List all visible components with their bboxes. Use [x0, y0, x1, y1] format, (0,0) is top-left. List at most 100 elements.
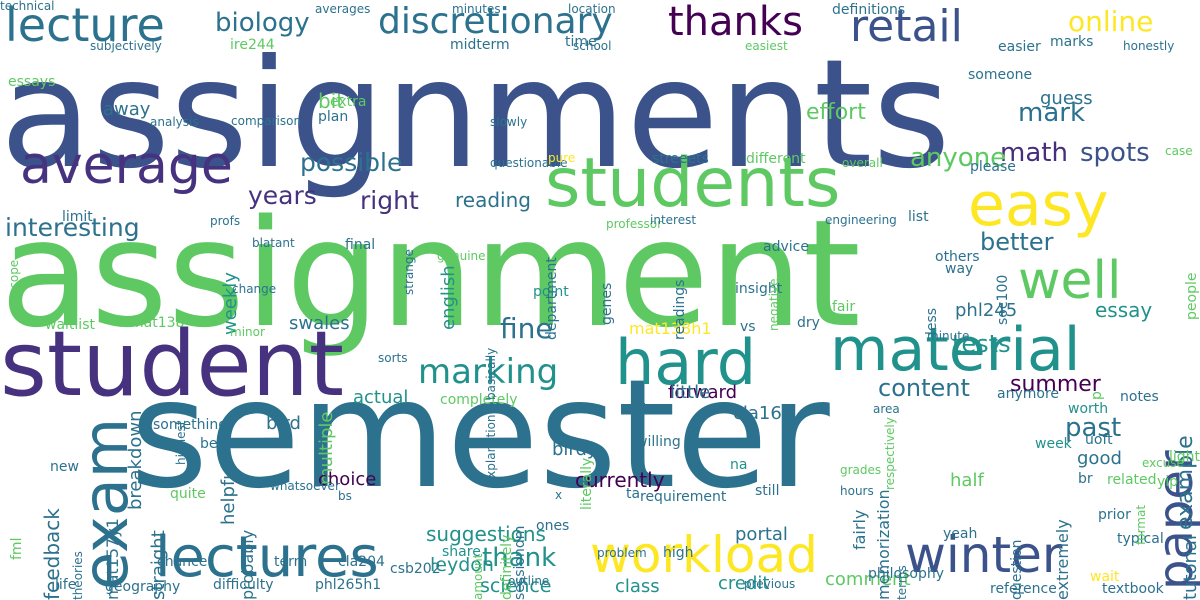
- cloud-word-streeets: streeets: [652, 151, 709, 167]
- cloud-word-fml: fml: [9, 537, 25, 560]
- cloud-word-professor: professor: [606, 217, 663, 231]
- cloud-word-geography: geography: [105, 579, 181, 595]
- cloud-word-people: people: [1184, 272, 1200, 320]
- cloud-word-readings: readings: [672, 279, 688, 340]
- cloud-word-helpful: helpful: [218, 463, 239, 525]
- cloud-word-hard: hard: [615, 326, 757, 399]
- cloud-word-minute: minute: [927, 329, 970, 343]
- cloud-word-technical: technical: [0, 0, 55, 13]
- cloud-word-tests: tests: [952, 330, 1011, 358]
- cloud-word-notes: notes: [1120, 389, 1159, 405]
- cloud-word-insight: insight: [735, 281, 783, 297]
- cloud-word-br: br: [1078, 471, 1093, 487]
- cloud-word-easiest: easiest: [745, 39, 788, 53]
- cloud-word-final: final: [345, 237, 376, 253]
- cloud-word-literally: literally: [579, 457, 595, 510]
- cloud-word-half: half: [950, 470, 984, 491]
- cloud-word-marks: marks: [1050, 34, 1094, 50]
- cloud-word-midterm: midterm: [450, 37, 510, 53]
- cloud-word-winter: winter: [905, 526, 1063, 584]
- cloud-word-share: share: [442, 544, 481, 560]
- cloud-word-extra: extra: [330, 94, 367, 110]
- cloud-word-typical: typical: [1117, 531, 1164, 547]
- cloud-word-willing: willing: [636, 434, 681, 450]
- cloud-word-portal: portal: [735, 524, 788, 545]
- cloud-word-textbook: textbook: [1102, 581, 1164, 597]
- cloud-word-birdy: birdy: [552, 439, 598, 460]
- cloud-word-easy: easy: [968, 170, 1109, 240]
- cloud-word-analysis: analysis: [150, 115, 199, 129]
- cloud-word-sessiondm: sessiondm: [512, 525, 528, 600]
- cloud-word-yip: yip: [1157, 474, 1179, 490]
- cloud-word-scope: scope: [7, 259, 21, 295]
- cloud-word-previous: previous: [744, 577, 796, 591]
- cloud-word-workload: workload: [590, 526, 818, 584]
- cloud-word-way: way: [945, 261, 974, 277]
- cloud-word-online: online: [1068, 5, 1154, 38]
- cloud-word-minutes: minutes: [452, 2, 501, 16]
- cloud-word-thanks: thanks: [668, 0, 803, 45]
- cloud-word-english: english: [438, 265, 459, 330]
- cloud-word-guess: guess: [1040, 88, 1093, 109]
- cloud-word-hours: hours: [840, 484, 874, 498]
- cloud-word-content: content: [878, 374, 970, 402]
- cloud-word-essays: essays: [8, 74, 56, 90]
- cloud-word-currently: currently: [575, 468, 665, 492]
- cloud-word-location: location: [568, 2, 616, 16]
- cloud-word-assignment: assignment: [0, 188, 861, 360]
- cloud-word-lecture: lecture: [5, 0, 165, 52]
- cloud-word-limit: limit: [62, 209, 93, 225]
- cloud-word-averages: averages: [315, 2, 371, 16]
- cloud-word-change: change: [232, 282, 277, 296]
- cloud-word-swales: swales: [289, 313, 350, 334]
- cloud-word-school: school: [573, 39, 612, 53]
- cloud-word-soc100: soc100: [995, 274, 1011, 325]
- cloud-word-others: others: [935, 249, 980, 265]
- cloud-word-actual: actual: [353, 387, 409, 408]
- cloud-word-vs: vs: [740, 319, 756, 335]
- cloud-word-definitely: definitely: [499, 534, 515, 600]
- cloud-word-bird: bird: [266, 413, 301, 434]
- cloud-word-new: new: [50, 459, 79, 475]
- cloud-word-assignments: assignments: [0, 28, 951, 202]
- cloud-word-csb202: csb202: [390, 561, 441, 577]
- cloud-word-tutorial: tutorial: [1180, 535, 1200, 600]
- cloud-word-case: case: [1165, 144, 1193, 158]
- cloud-word-high: high: [663, 545, 694, 561]
- cloud-word-memorization: memorization: [874, 489, 893, 600]
- cloud-word-bs: bs: [338, 489, 352, 503]
- cloud-word-overall: overall: [842, 156, 883, 170]
- cloud-word-completely: completely: [440, 392, 518, 408]
- cloud-word-minor: minor: [230, 325, 265, 339]
- cloud-word-respectively: respectively: [883, 417, 897, 490]
- cloud-word-cla160: cla160: [733, 403, 794, 424]
- cloud-word-lot: lot: [630, 401, 648, 417]
- cloud-word-x: x: [555, 488, 563, 502]
- cloud-word-format: format: [1134, 504, 1148, 545]
- cloud-word-interesting: interesting: [5, 213, 140, 242]
- cloud-word-retail: retail: [850, 1, 963, 52]
- cloud-word-advice: advice: [763, 239, 809, 255]
- cloud-word-good: good: [1077, 448, 1122, 469]
- cloud-word-requirement: requirement: [640, 489, 727, 505]
- cloud-word-plan: plan: [318, 109, 349, 125]
- cloud-word-subjectively: subjectively: [90, 39, 162, 53]
- cloud-word-away: away: [103, 99, 151, 120]
- cloud-word-light: light: [1168, 449, 1200, 465]
- cloud-word-average: average: [20, 136, 233, 196]
- cloud-word-biology: biology: [215, 8, 310, 38]
- cloud-word-lectures: lectures: [155, 525, 379, 590]
- cloud-word-honestly: honestly: [1123, 39, 1175, 53]
- cloud-word-question: question: [1009, 539, 1025, 600]
- cloud-word-genuine: genuine: [437, 249, 486, 263]
- cloud-word-uoft: uoft: [1085, 432, 1113, 448]
- cloud-word-difficulty: difficulty: [213, 577, 274, 593]
- cloud-word-na: na: [730, 457, 748, 473]
- cloud-word-negative: negative: [767, 278, 781, 331]
- cloud-word-still: still: [755, 483, 780, 499]
- cloud-word-p: p: [1089, 391, 1105, 400]
- cloud-word-please: please: [970, 159, 1016, 175]
- cloud-word-problem: problem: [597, 546, 647, 560]
- cloud-word-whatsoever: whatsoever: [270, 479, 340, 493]
- cloud-word-extremely: extremely: [1053, 519, 1072, 600]
